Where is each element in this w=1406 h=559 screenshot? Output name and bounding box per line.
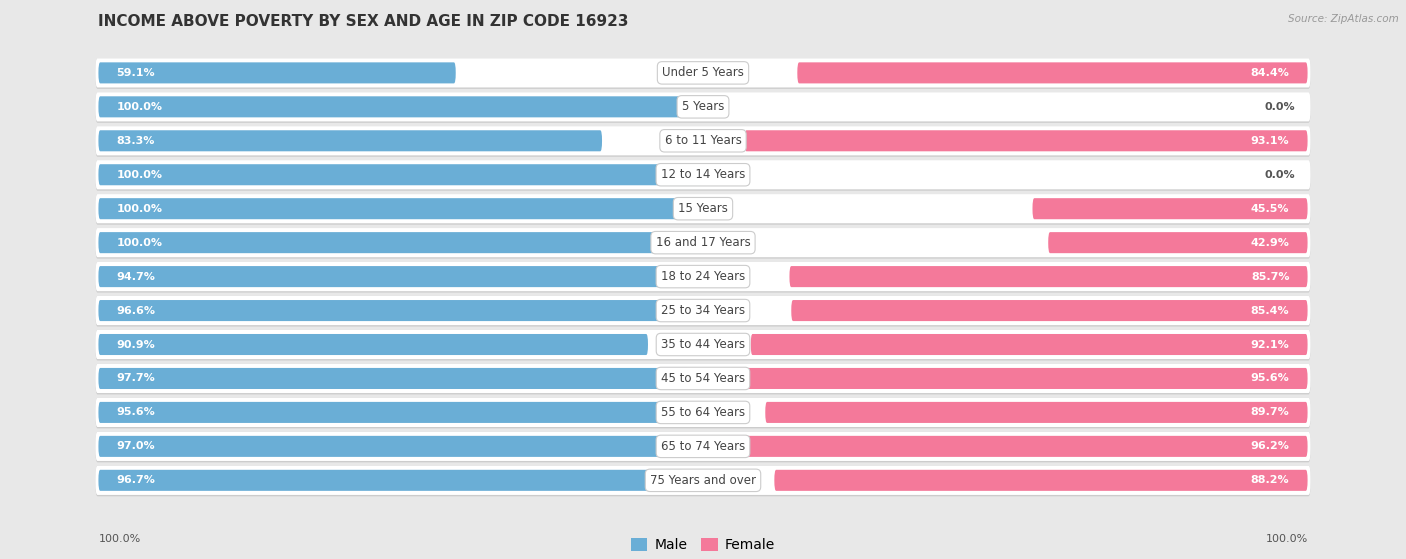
Text: 90.9%: 90.9% [117,339,155,349]
FancyBboxPatch shape [725,436,1308,457]
FancyBboxPatch shape [789,266,1308,287]
Text: 18 to 24 Years: 18 to 24 Years [661,270,745,283]
Text: 55 to 64 Years: 55 to 64 Years [661,406,745,419]
FancyBboxPatch shape [96,58,1310,87]
Legend: Male, Female: Male, Female [626,533,780,558]
FancyBboxPatch shape [1049,232,1308,253]
FancyBboxPatch shape [96,432,1310,462]
Text: Source: ZipAtlas.com: Source: ZipAtlas.com [1288,14,1399,24]
FancyBboxPatch shape [96,228,1310,259]
FancyBboxPatch shape [96,58,1310,89]
FancyBboxPatch shape [98,300,682,321]
Text: 45.5%: 45.5% [1251,203,1289,214]
FancyBboxPatch shape [96,330,1310,359]
FancyBboxPatch shape [98,63,456,83]
Text: 96.7%: 96.7% [117,475,156,485]
FancyBboxPatch shape [1032,198,1308,219]
FancyBboxPatch shape [98,436,685,457]
Text: 92.1%: 92.1% [1251,339,1289,349]
FancyBboxPatch shape [96,262,1310,291]
FancyBboxPatch shape [730,368,1308,389]
FancyBboxPatch shape [96,194,1310,225]
FancyBboxPatch shape [96,126,1310,155]
Text: 96.6%: 96.6% [117,306,156,316]
FancyBboxPatch shape [96,466,1310,496]
Text: 0.0%: 0.0% [1265,170,1295,180]
FancyBboxPatch shape [96,330,1310,361]
FancyBboxPatch shape [98,334,648,355]
Text: 5 Years: 5 Years [682,100,724,113]
Text: 25 to 34 Years: 25 to 34 Years [661,304,745,317]
Text: 100.0%: 100.0% [117,102,163,112]
Text: 16 and 17 Years: 16 and 17 Years [655,236,751,249]
Text: 0.0%: 0.0% [1265,102,1295,112]
Text: 100.0%: 100.0% [117,170,163,180]
FancyBboxPatch shape [96,262,1310,292]
Text: Under 5 Years: Under 5 Years [662,67,744,79]
Text: 93.1%: 93.1% [1251,136,1289,146]
Text: 96.2%: 96.2% [1250,442,1289,451]
FancyBboxPatch shape [98,96,703,117]
FancyBboxPatch shape [98,130,602,151]
Text: 97.7%: 97.7% [117,373,155,383]
Text: 15 Years: 15 Years [678,202,728,215]
FancyBboxPatch shape [98,402,676,423]
FancyBboxPatch shape [745,130,1308,151]
Text: 83.3%: 83.3% [117,136,155,146]
Text: 85.7%: 85.7% [1251,272,1289,282]
FancyBboxPatch shape [96,228,1310,257]
Text: 84.4%: 84.4% [1250,68,1289,78]
Text: 94.7%: 94.7% [117,272,156,282]
FancyBboxPatch shape [98,232,703,253]
FancyBboxPatch shape [96,92,1310,123]
FancyBboxPatch shape [96,364,1310,393]
FancyBboxPatch shape [96,398,1310,428]
Text: 35 to 44 Years: 35 to 44 Years [661,338,745,351]
Text: 95.6%: 95.6% [117,408,155,418]
FancyBboxPatch shape [797,63,1308,83]
Text: 75 Years and over: 75 Years and over [650,474,756,487]
FancyBboxPatch shape [775,470,1308,491]
Text: INCOME ABOVE POVERTY BY SEX AND AGE IN ZIP CODE 16923: INCOME ABOVE POVERTY BY SEX AND AGE IN Z… [98,14,628,29]
Text: 42.9%: 42.9% [1250,238,1289,248]
FancyBboxPatch shape [98,164,703,185]
FancyBboxPatch shape [96,466,1310,495]
Text: 97.0%: 97.0% [117,442,155,451]
FancyBboxPatch shape [96,126,1310,157]
FancyBboxPatch shape [96,296,1310,325]
FancyBboxPatch shape [98,198,703,219]
Text: 45 to 54 Years: 45 to 54 Years [661,372,745,385]
Text: 6 to 11 Years: 6 to 11 Years [665,134,741,147]
Text: 85.4%: 85.4% [1251,306,1289,316]
FancyBboxPatch shape [792,300,1308,321]
Text: 95.6%: 95.6% [1251,373,1289,383]
Text: 65 to 74 Years: 65 to 74 Years [661,440,745,453]
FancyBboxPatch shape [96,398,1310,427]
FancyBboxPatch shape [98,470,683,491]
Text: 59.1%: 59.1% [117,68,155,78]
FancyBboxPatch shape [96,296,1310,326]
Text: 100.0%: 100.0% [1265,534,1308,544]
FancyBboxPatch shape [96,364,1310,395]
FancyBboxPatch shape [96,92,1310,121]
FancyBboxPatch shape [96,160,1310,191]
Text: 100.0%: 100.0% [117,203,163,214]
FancyBboxPatch shape [96,160,1310,190]
Text: 88.2%: 88.2% [1251,475,1289,485]
Text: 100.0%: 100.0% [98,534,141,544]
FancyBboxPatch shape [751,334,1308,355]
FancyBboxPatch shape [98,266,671,287]
FancyBboxPatch shape [98,368,689,389]
Text: 100.0%: 100.0% [117,238,163,248]
FancyBboxPatch shape [96,194,1310,223]
FancyBboxPatch shape [96,432,1310,461]
Text: 12 to 14 Years: 12 to 14 Years [661,168,745,181]
Text: 89.7%: 89.7% [1251,408,1289,418]
FancyBboxPatch shape [765,402,1308,423]
